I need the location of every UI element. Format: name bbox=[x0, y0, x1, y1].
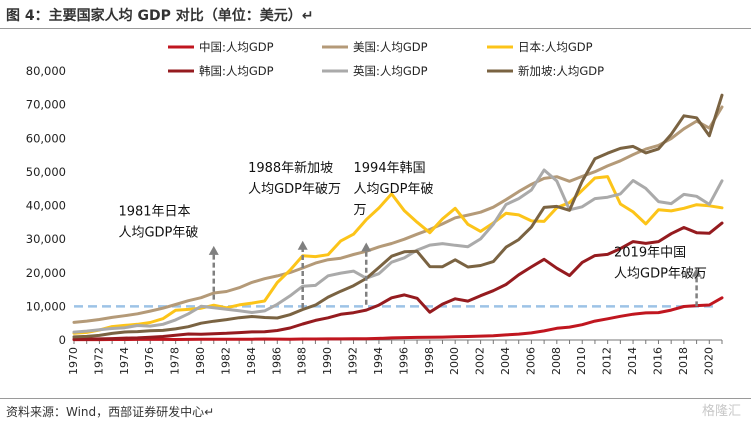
x-tick-label: 1990 bbox=[321, 347, 334, 375]
x-tick-label: 1976 bbox=[143, 347, 156, 375]
x-tick-label: 2014 bbox=[626, 347, 639, 375]
legend-label: 美国:人均GDP bbox=[353, 40, 428, 54]
series-line bbox=[72, 168, 724, 334]
annotation-arrowhead bbox=[361, 242, 372, 252]
x-tick-label: 2012 bbox=[601, 347, 614, 375]
x-tick-label: 2002 bbox=[474, 347, 487, 375]
y-tick-label: 50,000 bbox=[26, 165, 66, 179]
legend-label: 中国:人均GDP bbox=[199, 40, 274, 54]
legend-label: 英国:人均GDP bbox=[353, 64, 428, 78]
x-tick-label: 2008 bbox=[550, 347, 563, 375]
x-tick-label: 1988 bbox=[296, 347, 309, 375]
annotations: 1981年日本人均GDP年破 1988年新加坡人均GDP年破万 1994年韩国人均G… bbox=[118, 160, 707, 309]
x-tick-label: 2004 bbox=[499, 347, 512, 375]
series-line bbox=[72, 93, 724, 339]
y-tick-label: 10,000 bbox=[26, 299, 66, 313]
x-tick-label: 1996 bbox=[397, 347, 410, 375]
x-tick-label: 2018 bbox=[677, 347, 690, 375]
annotation-arrowhead bbox=[297, 240, 308, 250]
y-tick-label: 60,000 bbox=[26, 131, 66, 145]
y-tick-label: 70,000 bbox=[26, 98, 66, 112]
x-tick-label: 1984 bbox=[245, 347, 258, 375]
x-tick-label: 1978 bbox=[169, 347, 182, 375]
x-tick-label: 1982 bbox=[219, 347, 232, 375]
x-tick-label: 1972 bbox=[92, 347, 105, 375]
annotation-text: 1994年韩国人均GDP年破万 bbox=[354, 161, 434, 218]
x-tick-label: 1974 bbox=[118, 347, 131, 375]
x-tick-label: 2010 bbox=[575, 347, 588, 375]
watermark: 格隆汇 bbox=[701, 404, 741, 419]
series-line bbox=[72, 175, 724, 335]
series-lines bbox=[72, 93, 724, 342]
y-tick-label: 80,000 bbox=[26, 64, 66, 78]
y-tick-label: 40,000 bbox=[26, 199, 66, 213]
legend: 中国:人均GDP 美国:人均GDP 日本:人均GDP 韩国:人均GDP 英国:人均GDP… bbox=[168, 40, 604, 78]
y-tick-label: 20,000 bbox=[26, 266, 66, 280]
annotation-arrowhead bbox=[208, 245, 219, 255]
x-tick-label: 1992 bbox=[347, 347, 360, 375]
x-tick-label: 2020 bbox=[702, 347, 715, 375]
y-tick-label: 0 bbox=[59, 333, 66, 347]
top-rule bbox=[0, 28, 751, 29]
bottom-rule bbox=[0, 398, 751, 399]
x-tick-label: 1986 bbox=[270, 347, 283, 375]
x-tick-label: 2016 bbox=[651, 347, 664, 375]
x-tick-label: 1994 bbox=[372, 347, 385, 375]
legend-label: 新加坡:人均GDP bbox=[518, 64, 604, 78]
y-tick-label: 30,000 bbox=[26, 232, 66, 246]
series-line bbox=[72, 296, 724, 342]
x-tick-label: 1998 bbox=[423, 347, 436, 375]
legend-label: 日本:人均GDP bbox=[518, 40, 593, 54]
x-tick-label: 1980 bbox=[194, 347, 207, 375]
x-axis: 1970 1972 1974 1976 1978 1980 1982 1984 1986 1988… bbox=[67, 339, 723, 375]
annotation-text: 1988年新加坡人均GDP年破万 bbox=[248, 160, 341, 197]
y-axis: 0 10,000 20,000 30,000 40,000 50,000 60,000 70,… bbox=[26, 64, 66, 347]
x-tick-label: 2000 bbox=[448, 347, 461, 375]
figure-title: 图 4：主要国家人均 GDP 对比（单位：美元）↵ bbox=[6, 8, 314, 24]
x-tick-label: 2006 bbox=[524, 347, 537, 375]
annotation-text: 1981年日本人均GDP年破 bbox=[118, 205, 198, 241]
annotation-arrowhead bbox=[691, 267, 702, 277]
legend-label: 韩国:人均GDP bbox=[199, 64, 274, 78]
x-tick-label: 1970 bbox=[67, 347, 80, 375]
annotation-text: 2019年中国人均GDP年破万 bbox=[614, 246, 707, 282]
series-line bbox=[72, 105, 724, 324]
source-note: 资料来源：Wind，西部证券研发中心↵ bbox=[6, 405, 215, 419]
series-line bbox=[72, 221, 724, 341]
